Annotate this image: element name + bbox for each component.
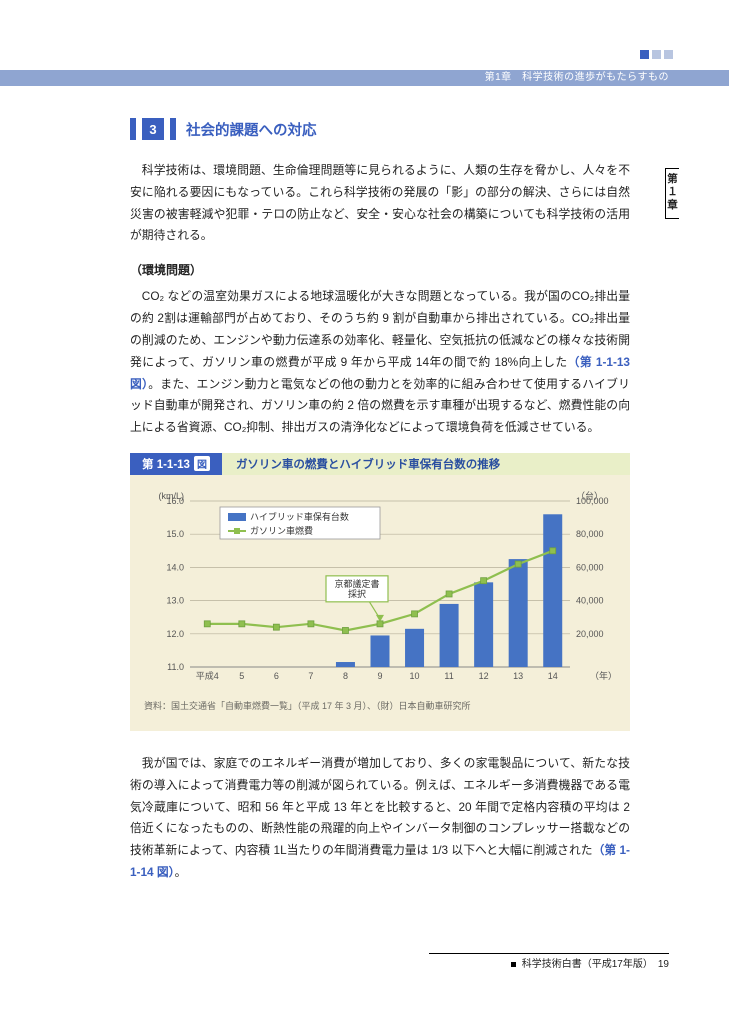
svg-text:13.0: 13.0 [166,596,184,606]
footer: 科学技術白書（平成17年版） 19 [511,955,669,970]
svg-text:（台）: （台） [576,490,603,501]
svg-text:11.0: 11.0 [167,662,184,672]
subheading-env: （環境問題） [130,261,630,278]
svg-text:（年）: （年） [590,670,616,681]
section-title: 社会的課題への対応 [186,119,317,140]
svg-text:60,000: 60,000 [576,562,604,572]
side-chapter-tab: 第１章 [665,168,679,219]
paragraph-1: 科学技術は、環境問題、生命倫理問題等に見られるように、人類の生存を脅かし、人々を… [130,160,630,247]
footer-rule [429,953,669,954]
svg-text:採択: 採択 [348,588,366,599]
svg-text:11: 11 [444,671,453,681]
svg-text:9: 9 [377,671,382,681]
svg-text:80,000: 80,000 [576,529,604,539]
svg-text:12.0: 12.0 [166,629,184,639]
svg-text:10: 10 [410,671,420,681]
page-body: 3 社会的課題への対応 科学技術は、環境問題、生命倫理問題等に見られるように、人… [130,118,630,898]
figure-tag: 第 1-1-13図 [130,453,222,475]
svg-text:7: 7 [308,671,313,681]
paragraph-2: CO₂ などの温室効果ガスによる地球温暖化が大きな問題となっている。我が国のCO… [130,286,630,439]
chapter-label: 第1章 科学技術の進歩がもたらすもの [485,70,669,86]
svg-text:京都議定書: 京都議定書 [334,578,379,589]
svg-text:平成4: 平成4 [196,670,219,681]
svg-text:14.0: 14.0 [166,562,184,572]
chart-canvas: 11.012.013.014.015.016.020,00040,00060,0… [144,487,616,697]
svg-text:40,000: 40,000 [576,596,604,606]
figure-title: ガソリン車の燃費とハイブリッド車保有台数の推移 [236,456,500,472]
svg-text:ハイブリッド車保有台数: ハイブリッド車保有台数 [250,511,349,522]
section-number: 3 [142,118,164,140]
chart-source: 資料：国土交通省「自動車燃費一覧」（平成 17 年 3 月）、（財）日本自動車研… [144,699,616,712]
svg-text:8: 8 [343,671,348,681]
svg-text:6: 6 [274,671,279,681]
svg-text:14: 14 [548,671,558,681]
figure-1-1-13: 第 1-1-13図 ガソリン車の燃費とハイブリッド車保有台数の推移 11.0 12… [130,453,630,731]
paragraph-3: 我が国では、家庭でのエネルギー消費が増加しており、多くの家電製品について、新たな… [130,753,630,884]
section-heading: 3 社会的課題への対応 [130,118,630,140]
svg-text:15.0: 15.0 [166,529,184,539]
svg-text:12: 12 [479,671,489,681]
svg-text:20,000: 20,000 [576,629,604,639]
svg-text:ガソリン車燃費: ガソリン車燃費 [250,525,313,536]
corner-marks [640,50,673,59]
svg-text:13: 13 [513,671,523,681]
svg-text:5: 5 [239,671,244,681]
svg-text:(km/L): (km/L) [159,491,185,501]
